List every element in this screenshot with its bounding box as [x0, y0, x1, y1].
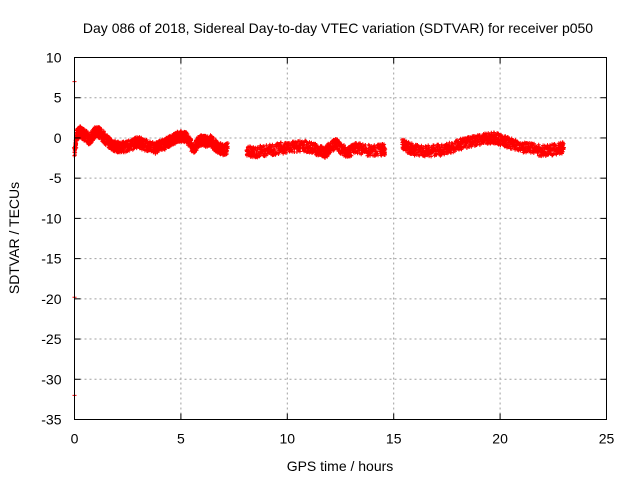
data-point	[451, 143, 456, 147]
data-point	[561, 145, 566, 150]
x-tick-label: 15	[386, 431, 402, 447]
data-point	[532, 141, 537, 146]
data-point	[439, 142, 444, 147]
y-tick-label: -15	[41, 251, 61, 267]
data-point	[144, 138, 149, 143]
grid	[74, 57, 607, 420]
data-segment	[244, 137, 388, 160]
data-point	[97, 125, 102, 130]
data-point	[374, 149, 379, 154]
data-point	[127, 148, 132, 153]
data-point	[342, 143, 346, 148]
y-tick-label: 0	[54, 130, 62, 146]
data-point	[443, 145, 448, 149]
x-axis-label: GPS time / hours	[287, 458, 394, 474]
data-point	[272, 144, 277, 149]
x-tick-label: 0	[71, 431, 79, 447]
y-tick-label: 5	[54, 90, 62, 106]
x-tick-labels: 0 5 10 15 20 25	[71, 431, 615, 447]
data-point	[269, 145, 274, 150]
data-point	[298, 149, 302, 154]
y-axis-label: SDTVAR / TECUs	[6, 182, 22, 294]
data-point	[264, 143, 269, 148]
data-point	[561, 141, 566, 146]
data-point	[475, 142, 480, 147]
data-point	[323, 155, 328, 160]
data-point	[225, 144, 230, 149]
y-tick-label: -25	[41, 331, 61, 347]
y-tick-label: -30	[41, 371, 61, 387]
data-point	[536, 142, 541, 147]
data-point	[284, 150, 289, 155]
y-tick-label: -35	[41, 412, 61, 428]
x-tick-label: 20	[492, 431, 508, 447]
data-point	[301, 143, 306, 148]
data-point	[382, 148, 387, 153]
data-point	[375, 151, 380, 156]
data-point	[464, 146, 469, 150]
data-point	[101, 130, 106, 135]
data-point	[263, 153, 268, 158]
x-tick-label: 5	[177, 431, 185, 447]
data-point	[213, 138, 218, 143]
y-tick-label: -10	[41, 210, 61, 226]
plot-frame	[74, 57, 607, 420]
data-point	[257, 153, 262, 158]
data-segment	[72, 124, 230, 158]
data-point	[383, 152, 387, 157]
data-point	[261, 144, 266, 149]
data-point	[382, 142, 387, 147]
data-point	[255, 145, 260, 150]
x-tick-label: 25	[599, 431, 615, 447]
data-point	[559, 151, 564, 155]
data-point	[328, 144, 333, 149]
data-point	[194, 147, 199, 152]
data-point	[509, 146, 514, 151]
y-tick-labels: 10 5 0 -5 -10 -15 -20 -25 -30 -35	[41, 50, 61, 428]
data-point	[343, 145, 348, 150]
data-point	[349, 153, 354, 158]
y-tick-label: -5	[49, 170, 62, 186]
x-tick-label: 10	[280, 431, 296, 447]
data-point	[279, 140, 283, 145]
data-point	[369, 144, 374, 148]
data-point	[493, 135, 498, 140]
data-segment	[400, 130, 566, 159]
chart-title: Day 086 of 2018, Sidereal Day-to-day VTE…	[83, 20, 593, 36]
data-point	[189, 137, 194, 142]
data-layer	[72, 79, 566, 398]
axis-ticks	[74, 57, 607, 420]
data-point	[474, 143, 479, 147]
data-point	[358, 141, 363, 146]
data-point	[211, 136, 216, 141]
data-point	[406, 145, 411, 150]
y-tick-label: -20	[41, 291, 61, 307]
y-tick-label: 10	[46, 50, 62, 66]
